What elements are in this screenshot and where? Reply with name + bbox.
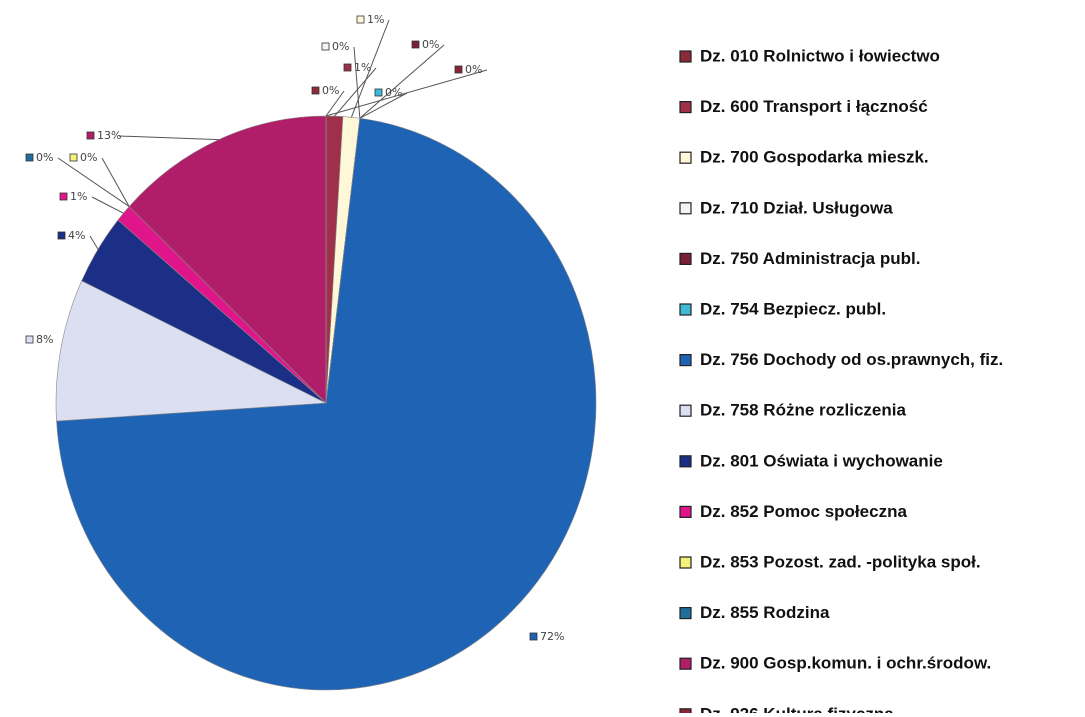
data-label: 8%: [36, 333, 53, 346]
data-label: 0%: [465, 63, 482, 76]
label-swatch: [411, 40, 420, 49]
legend-label: Dz. 900 Gosp.komun. i ochr.środow.: [700, 654, 991, 673]
label-swatch: [25, 153, 34, 162]
label-swatch: [374, 88, 383, 97]
leader-line: [359, 92, 408, 119]
legend-swatch: [679, 50, 692, 63]
pie-slice: [56, 117, 597, 691]
legend-swatch: [679, 404, 692, 417]
pie-slice: [128, 115, 327, 404]
leader-line: [350, 19, 390, 118]
legend-label: Dz. 852 Pomoc społeczna: [700, 502, 907, 521]
leader-line: [57, 157, 130, 207]
label-swatch: [59, 192, 68, 201]
legend-label: Dz. 756 Dochody od os.prawnych, fiz.: [700, 350, 1003, 369]
leader-line: [101, 157, 130, 207]
leader-line: [325, 69, 488, 117]
data-label: 0%: [322, 84, 339, 97]
label-swatch: [86, 131, 95, 140]
label-swatch: [356, 15, 365, 24]
label-swatch: [69, 153, 78, 162]
data-label: 1%: [367, 13, 384, 26]
leader-line: [359, 44, 445, 119]
legend-label: Dz. 600 Transport i łączność: [700, 97, 928, 116]
legend-swatch: [679, 202, 692, 215]
leader-line: [325, 90, 345, 117]
legend-swatch: [679, 252, 692, 265]
data-label: 1%: [354, 61, 371, 74]
legend-label: Dz. 801 Oświata i wychowanie: [700, 451, 943, 470]
data-label: 72%: [540, 630, 564, 643]
data-label: 13%: [97, 129, 121, 142]
legend-swatch: [679, 151, 692, 164]
legend-label: Dz. 750 Administracja publ.: [700, 249, 920, 268]
leader-line: [334, 67, 377, 117]
legend-swatch: [679, 354, 692, 367]
leader-line: [89, 235, 99, 250]
data-label: 4%: [68, 229, 85, 242]
data-label: 0%: [80, 151, 97, 164]
data-label: 0%: [332, 40, 349, 53]
legend-label: Dz. 926 Kultura fizyczna: [700, 704, 894, 713]
legend-label: Dz. 010 Rolnictwo i łowiectwo: [700, 46, 940, 65]
data-label: 1%: [70, 190, 87, 203]
legend-label: Dz. 853 Pozost. zad. -polityka społ.: [700, 552, 981, 571]
legend-swatch: [679, 657, 692, 670]
leader-line: [118, 135, 219, 141]
legend-label: Dz. 754 Bezpiecz. publ.: [700, 299, 886, 318]
label-swatch: [57, 231, 66, 240]
data-label: 0%: [422, 38, 439, 51]
label-swatch: [321, 42, 330, 51]
label-swatch: [529, 632, 538, 641]
legend-label: Dz. 758 Różne rozliczenia: [700, 401, 906, 420]
legend-swatch: [679, 303, 692, 316]
legend-swatch: [679, 455, 692, 468]
legend-swatch: [679, 100, 692, 114]
legend-label: Dz. 710 Dział. Usługowa: [700, 198, 893, 217]
legend-label: Dz. 700 Gospodarka mieszk.: [700, 148, 929, 167]
legend-swatch: [679, 505, 692, 518]
legend-swatch: [679, 556, 692, 569]
label-swatch: [311, 86, 320, 95]
legend-label: Dz. 855 Rodzina: [700, 603, 830, 622]
label-swatch: [454, 65, 463, 74]
legend-swatch: [679, 606, 692, 620]
label-swatch: [25, 335, 34, 344]
leader-line: [91, 196, 124, 214]
label-swatch: [343, 63, 352, 72]
pie-slice: [55, 280, 328, 422]
data-label: 0%: [36, 151, 53, 164]
legend-swatch: [679, 708, 692, 717]
